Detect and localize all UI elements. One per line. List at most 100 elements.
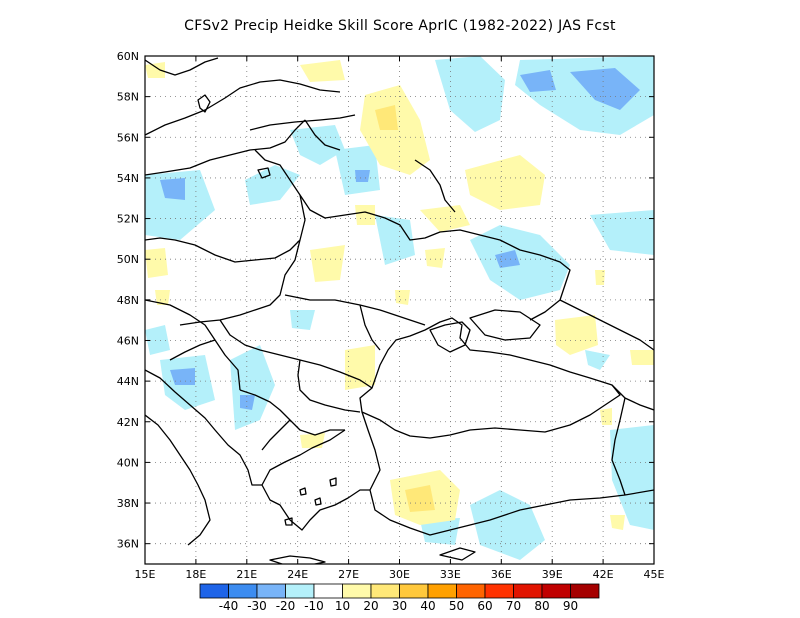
lon-tick-label: 45E (644, 568, 665, 581)
shade-patch (300, 60, 345, 82)
shade-patch (435, 56, 505, 132)
border (145, 237, 301, 263)
lat-tick-label: 44N (117, 375, 139, 388)
shade-patch (470, 490, 545, 560)
colorbar-label: 30 (392, 599, 407, 613)
shade-patch (290, 125, 345, 165)
lon-tick-label: 27E (338, 568, 359, 581)
shade-patch (355, 205, 375, 225)
black-sea-coast (359, 317, 621, 439)
gulf-finland-coast (249, 114, 356, 131)
adriatic-coast (145, 369, 262, 486)
colorbar-label: 90 (563, 599, 578, 613)
shade-patch (405, 485, 435, 512)
colorbar-label: 80 (534, 599, 549, 613)
shade-patch (465, 155, 545, 210)
shade-patch (520, 70, 556, 92)
shade-patch (230, 345, 275, 430)
colorbar-swatch (399, 583, 429, 599)
shade-patch (610, 425, 654, 530)
island-cyprus (439, 547, 476, 561)
colorbar-swatch (256, 583, 286, 599)
lat-tick-label: 54N (117, 172, 139, 185)
colorbar-swatch (199, 583, 229, 599)
island-crete (269, 555, 326, 564)
lat-tick-label: 38N (117, 497, 139, 510)
axis-ticks (144, 55, 655, 564)
lat-tick-label: 60N (117, 50, 139, 63)
shade-patch (240, 395, 255, 410)
colorbar-label: 70 (506, 599, 521, 613)
shade-patch (420, 518, 460, 545)
island (299, 487, 307, 496)
border (179, 194, 306, 326)
skill-shading (145, 56, 654, 560)
shade-patch (395, 290, 410, 305)
lon-tick-label: 39E (542, 568, 563, 581)
island (329, 477, 337, 487)
shade-patch (355, 170, 370, 182)
azov-coast (469, 309, 541, 341)
colorbar-swatch (427, 583, 457, 599)
border (261, 419, 291, 451)
colorbar-swatch (285, 583, 315, 599)
colorbar-swatch (228, 583, 258, 599)
shade-patch (375, 215, 415, 265)
colorbar-label: 10 (335, 599, 350, 613)
lon-tick-label: 36E (491, 568, 512, 581)
boundaries (145, 57, 654, 564)
colorbar-swatch (541, 583, 571, 599)
lat-tick-label: 52N (117, 213, 139, 226)
border (284, 294, 426, 326)
shade-patch (170, 368, 195, 385)
border (145, 299, 241, 391)
lon-tick-label: 24E (287, 568, 308, 581)
italy-coast (145, 414, 211, 546)
shade-patch (425, 248, 445, 268)
turkey-south-coast (361, 411, 654, 536)
lat-tick-label: 48N (117, 294, 139, 307)
shade-patch (600, 408, 612, 425)
colorbar-label: 50 (449, 599, 464, 613)
border (169, 339, 216, 361)
island (284, 517, 293, 526)
lon-tick-label: 30E (389, 568, 410, 581)
colorbar-swatch (313, 583, 343, 599)
colorbar-swatch (342, 583, 372, 599)
shade-patch (630, 350, 654, 365)
lat-tick-label: 36N (117, 538, 139, 551)
shade-patch (585, 350, 610, 370)
lon-tick-label: 18E (185, 568, 206, 581)
border (304, 119, 341, 151)
colorbar-labels: -40 -30 -20 -10 10 20 30 40 50 60 70 80 90 (219, 599, 578, 613)
shade-patch (470, 225, 570, 300)
shade-patch (245, 165, 300, 205)
colorbar-label: -10 (304, 599, 324, 613)
border (219, 319, 373, 389)
baltic-coast (145, 79, 341, 136)
shade-patch (300, 433, 325, 448)
shade-patch (495, 250, 520, 268)
shade-patch (145, 325, 170, 355)
shade-patch (570, 68, 640, 110)
border (359, 304, 381, 351)
lon-tick-label: 15E (135, 568, 156, 581)
shade-patch (145, 248, 168, 278)
border (611, 384, 654, 411)
colorbar-swatch (370, 583, 400, 599)
lon-tick-label: 21E (236, 568, 257, 581)
lat-tick-label: 50N (117, 253, 139, 266)
colorbar-label: -20 (276, 599, 296, 613)
lat-tick-label: 56N (117, 131, 139, 144)
colorbar-label: -40 (219, 599, 239, 613)
shade-patch (345, 345, 375, 390)
border (611, 397, 626, 496)
crimea-coast (429, 321, 471, 353)
island (314, 497, 322, 506)
island-gotland (197, 94, 211, 113)
lon-tick-label: 33E (440, 568, 461, 581)
shade-patch (145, 62, 165, 78)
shade-patch (375, 105, 398, 130)
lat-tick-label: 58N (117, 91, 139, 104)
colorbar (199, 583, 600, 599)
